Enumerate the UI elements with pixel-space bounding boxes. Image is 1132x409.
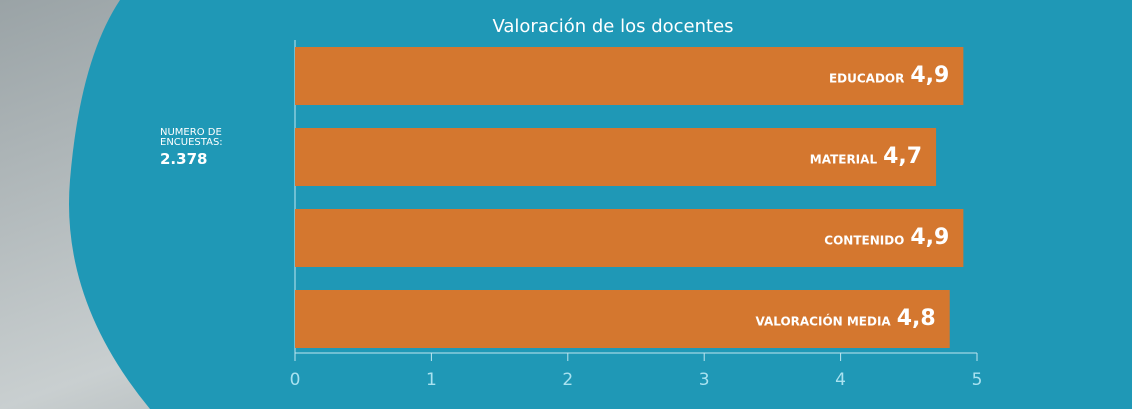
category-label: EDUCADOR [829,72,904,86]
value-label: 4,7 [883,144,922,169]
chart-title: Valoración de los docentes [492,16,733,37]
bar [295,47,964,105]
x-tick-label: 2 [562,370,573,390]
value-label: 4,8 [897,306,936,331]
category-label: VALORACIÓN MEDIA [755,314,891,329]
bar [295,209,964,267]
x-tick-label: 4 [835,370,846,390]
value-label: 4,9 [910,225,949,250]
bar [295,290,950,348]
x-tick-label: 1 [426,370,437,390]
x-tick-label: 3 [699,370,710,390]
bar [295,128,937,186]
x-tick-label: 5 [972,370,983,390]
x-tick-label: 0 [290,370,301,390]
survey-label: NÚMERO DE ENCUESTAS: [160,128,223,148]
survey-note: NÚMERO DE ENCUESTAS: 2.378 [160,128,223,168]
category-label: CONTENIDO [824,234,904,248]
category-label: MATERIAL [810,153,878,167]
survey-count: 2.378 [160,150,208,168]
value-label: 4,9 [910,63,949,88]
